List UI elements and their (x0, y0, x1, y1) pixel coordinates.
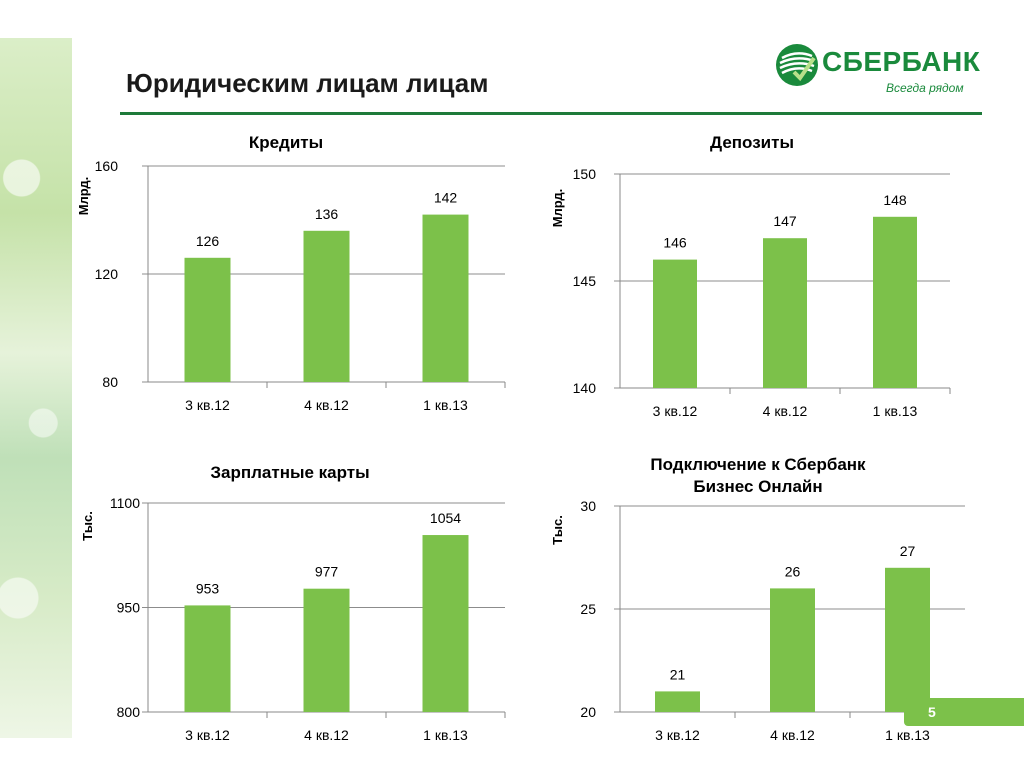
x-tick-label: 4 кв.12 (770, 727, 815, 743)
data-label: 136 (315, 206, 339, 222)
y-axis-label: Тыс. (80, 511, 95, 541)
data-label: 27 (900, 543, 916, 559)
bar (303, 588, 350, 712)
y-tick-label: 950 (117, 600, 141, 616)
slide-title: Юридическим лицам лицам (126, 68, 489, 98)
data-label: 147 (773, 213, 797, 229)
x-tick-label: 4 кв.12 (304, 727, 349, 743)
data-label: 21 (670, 666, 686, 682)
y-tick-label: 80 (102, 374, 118, 390)
chart-title: Зарплатные карты (210, 463, 369, 482)
data-label: 142 (434, 190, 458, 206)
data-label: 1054 (430, 510, 461, 526)
bar (655, 691, 700, 712)
logo-tagline: Всегда рядом (886, 81, 964, 95)
title-divider (120, 112, 982, 115)
y-tick-label: 150 (573, 166, 597, 182)
bar (763, 238, 807, 388)
page-number-tab (904, 698, 1024, 726)
y-tick-label: 160 (95, 158, 119, 174)
x-tick-label: 3 кв.12 (655, 727, 700, 743)
y-tick-label: 120 (95, 266, 119, 282)
x-tick-label: 1 кв.13 (423, 727, 468, 743)
x-tick-label: 3 кв.12 (185, 397, 230, 413)
chart-title: Депозиты (710, 133, 794, 152)
data-label: 26 (785, 563, 801, 579)
bar (885, 567, 930, 712)
sberbank-logo: СБЕРБАНК Всегда рядом (772, 40, 986, 100)
bar (303, 230, 350, 382)
data-label: 977 (315, 564, 339, 580)
bar (422, 214, 469, 382)
bar (184, 605, 231, 712)
bar (770, 588, 815, 712)
bar (653, 259, 697, 388)
y-tick-label: 145 (573, 273, 597, 289)
y-axis-label: Млрд. (76, 177, 91, 216)
y-tick-label: 800 (117, 704, 141, 720)
y-tick-label: 1100 (110, 495, 140, 511)
x-tick-label: 3 кв.12 (185, 727, 230, 743)
chart-title: Кредиты (249, 133, 323, 152)
page-number: 5 (928, 704, 936, 720)
bar (422, 535, 469, 712)
y-tick-label: 20 (580, 704, 596, 720)
decorative-background-strip (0, 38, 72, 738)
sberbank-emblem-icon (776, 44, 818, 86)
y-axis-label: Млрд. (550, 189, 565, 228)
y-tick-label: 30 (580, 498, 596, 514)
x-tick-label: 4 кв.12 (763, 403, 808, 419)
bar (184, 257, 231, 382)
bar (873, 216, 917, 388)
x-tick-label: 1 кв.13 (873, 403, 918, 419)
x-tick-label: 3 кв.12 (653, 403, 698, 419)
chart-title: Подключение к Сбербанк (650, 455, 866, 474)
data-label: 146 (663, 235, 687, 251)
y-tick-label: 140 (573, 380, 597, 396)
logo-wordmark: СБЕРБАНК (822, 46, 981, 77)
x-tick-label: 1 кв.13 (423, 397, 468, 413)
x-tick-label: 1 кв.13 (885, 727, 930, 743)
y-axis-label: Тыс. (550, 515, 565, 545)
chart-title: Бизнес Онлайн (693, 477, 822, 496)
data-label: 953 (196, 580, 220, 596)
data-label: 148 (883, 192, 907, 208)
data-label: 126 (196, 233, 220, 249)
y-tick-label: 25 (580, 601, 596, 617)
x-tick-label: 4 кв.12 (304, 397, 349, 413)
